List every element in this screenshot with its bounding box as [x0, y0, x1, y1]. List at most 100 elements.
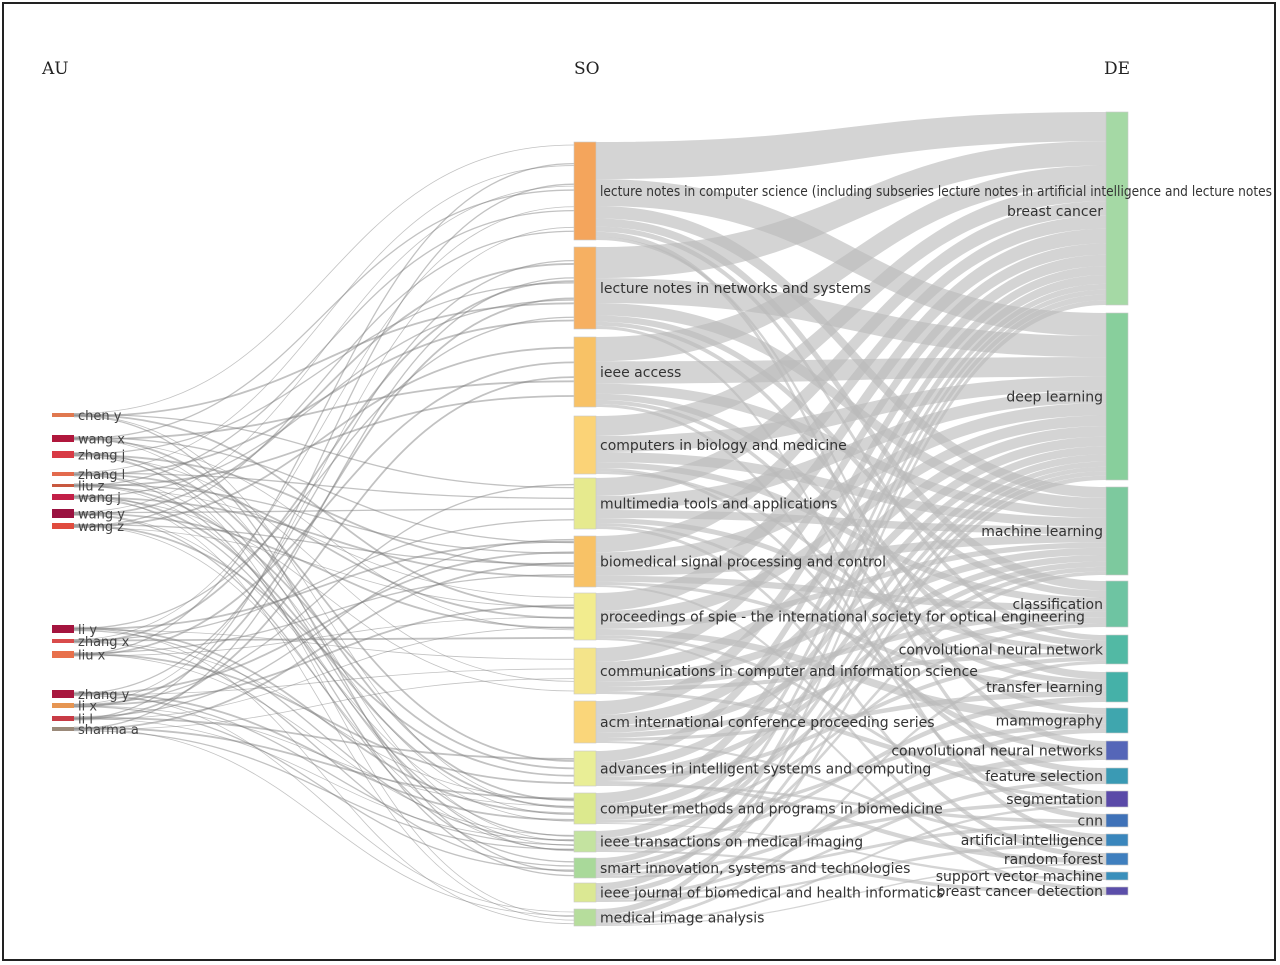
so-node-label: acm international conference proceeding … [600, 715, 935, 731]
flow-so-de [596, 780, 1106, 900]
link-au-so [73, 652, 575, 784]
link-au-so [73, 717, 575, 841]
au-node [52, 484, 74, 487]
link-au-so [73, 282, 575, 455]
au-node-label: zhang l [78, 468, 125, 483]
link-au-so [73, 483, 575, 554]
link-au-so [73, 692, 575, 913]
so-node-label: communications in computer and informati… [600, 664, 978, 680]
link-au-so [73, 640, 575, 801]
flow-so-de [596, 475, 1106, 920]
au-node [52, 639, 74, 643]
flow-so-de [596, 300, 1106, 915]
flow-so-de [596, 436, 1106, 726]
link-au-so [73, 574, 575, 654]
de-node-label: transfer learning [986, 680, 1103, 696]
link-au-so [73, 230, 575, 527]
so-node [573, 908, 597, 927]
flow-so-de [596, 800, 1106, 850]
flow-so-de [596, 728, 1106, 898]
so-node [573, 750, 597, 787]
flow-so-de [596, 690, 1106, 741]
de-node [1105, 833, 1129, 847]
link-au-so [73, 380, 575, 441]
flow-so-de [596, 266, 1106, 762]
flow-so-de [596, 555, 1106, 733]
de-node-label: random forest [1004, 852, 1104, 868]
nodes-layer [52, 111, 1129, 927]
link-au-so [73, 263, 575, 516]
de-node [1105, 486, 1129, 576]
de-node-label: support vector machine [936, 869, 1103, 885]
de-node-label: convolutional neural networks [891, 744, 1103, 760]
au-node [52, 690, 74, 698]
de-node [1105, 580, 1129, 628]
link-au-so [73, 508, 575, 514]
au-node [52, 451, 74, 458]
de-node [1105, 852, 1129, 866]
flow-so-de [596, 611, 1106, 687]
link-au-so [73, 280, 575, 644]
link-au-so [73, 483, 575, 706]
flow-so-de [596, 617, 1106, 738]
link-au-so [73, 297, 575, 708]
so-node [573, 857, 597, 879]
so-node-label: lecture notes in networks and systems [600, 281, 871, 297]
link-au-so [73, 437, 575, 842]
link-au-so [73, 395, 575, 488]
flow-so-de [596, 471, 1106, 895]
au-node [52, 472, 74, 476]
au-node-label: li x [78, 700, 97, 715]
link-au-so [73, 513, 575, 863]
au-node-label: li y [78, 623, 97, 638]
link-au-so [73, 636, 575, 642]
au-node [52, 703, 74, 708]
link-au-so [73, 436, 575, 762]
link-au-so [73, 453, 575, 917]
link-au-so [73, 414, 575, 809]
link-au-so [73, 694, 575, 846]
link-au-so [73, 525, 575, 851]
link-au-so [73, 538, 575, 718]
au-node [52, 727, 74, 731]
flow-so-de [596, 321, 1106, 680]
flow-so-de [596, 289, 1106, 865]
flow-so-de [596, 426, 1106, 674]
link-au-so [73, 165, 575, 473]
au-node-label: sharma a [78, 723, 139, 738]
link-au-so [73, 144, 575, 414]
so-node [573, 882, 597, 903]
de-node-label: feature selection [985, 769, 1103, 785]
au-node [52, 716, 74, 721]
au-node-label: zhang x [78, 635, 130, 650]
link-au-so [73, 210, 575, 487]
flow-so-de [596, 201, 1106, 497]
au-node-label: chen y [78, 409, 122, 424]
de-node-label: artificial intelligence [961, 833, 1103, 849]
so-node [573, 336, 597, 408]
link-au-so [73, 361, 575, 657]
de-node-label: breast cancer detection [936, 884, 1103, 900]
so-node-label: medical image analysis [600, 911, 764, 927]
so-node-label: lecture notes in computer science (inclu… [600, 184, 1272, 200]
link-au-so [73, 626, 575, 721]
link-au-so [73, 495, 575, 921]
link-au-so [73, 705, 575, 807]
link-au-so [73, 716, 575, 760]
flow-so-de [596, 571, 1106, 873]
flow-so-de [596, 638, 1106, 891]
link-au-so [73, 439, 575, 631]
so-node-label: ieee transactions on medical imaging [600, 835, 863, 851]
so-node [573, 246, 597, 330]
so-node [573, 592, 597, 641]
de-node [1105, 634, 1129, 665]
flow-so-de [596, 112, 1106, 180]
flow-so-de [596, 804, 1106, 925]
link-au-so [73, 629, 575, 842]
flow-so-de [596, 566, 1106, 817]
au-node [52, 435, 74, 442]
so-node-label: ieee journal of biomedical and health in… [600, 886, 944, 902]
so-de-flows [596, 112, 1106, 926]
